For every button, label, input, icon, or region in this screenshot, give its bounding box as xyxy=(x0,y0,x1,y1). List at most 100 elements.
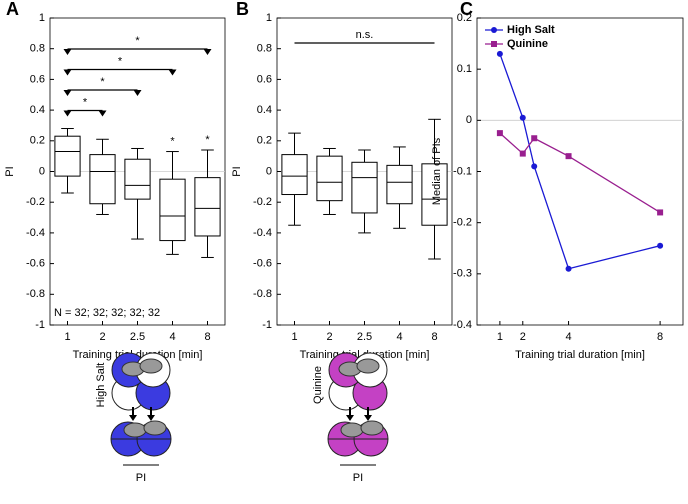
legend-label: High Salt xyxy=(507,24,555,36)
box xyxy=(281,154,308,196)
y-axis-label: PI xyxy=(4,166,16,176)
point xyxy=(657,209,664,216)
blob xyxy=(340,422,364,438)
point xyxy=(496,50,503,57)
y-tick-label: -0.6 xyxy=(253,258,272,270)
x-tick-label: 1 xyxy=(64,331,70,343)
x-tick-label: 4 xyxy=(396,331,402,343)
panel-letter: C xyxy=(460,0,473,19)
box xyxy=(124,158,151,200)
x-tick-label: 2 xyxy=(520,331,526,343)
y-tick-label: 0.8 xyxy=(30,43,45,55)
y-tick-label: -0.8 xyxy=(26,288,45,300)
sig-end xyxy=(63,49,72,55)
box xyxy=(194,177,221,237)
y-tick-label: 0 xyxy=(266,165,272,177)
y-tick-label: -0.2 xyxy=(453,217,472,229)
arrow-head xyxy=(129,415,137,421)
box xyxy=(421,163,448,226)
blob xyxy=(143,420,167,436)
x-tick-label: 8 xyxy=(204,331,210,343)
y-tick-label: 0.4 xyxy=(30,104,45,116)
sig-label: * xyxy=(135,35,140,47)
y-tick-label: 0.6 xyxy=(30,73,45,85)
y-tick-label: 1 xyxy=(266,12,272,24)
illustration-label: High Salt xyxy=(95,363,107,408)
point xyxy=(531,163,538,170)
sig-end xyxy=(168,69,177,76)
y-tick-label: -0.8 xyxy=(253,288,272,300)
point xyxy=(496,130,503,137)
box xyxy=(159,178,186,242)
y-tick-label: 0.8 xyxy=(257,43,272,55)
y-axis-label: PI xyxy=(231,166,243,176)
annotation: N = 32; 32; 32; 32; 32 xyxy=(54,307,160,319)
y-tick-label: -0.2 xyxy=(253,196,272,208)
y-tick-label: 0.2 xyxy=(457,12,472,24)
y-axis-label: Median of PIs xyxy=(431,137,443,205)
box-label: * xyxy=(205,134,210,146)
y-tick-label: -0.6 xyxy=(26,258,45,270)
y-tick-label: -0.4 xyxy=(253,227,272,239)
sig-end xyxy=(98,110,107,117)
y-tick-label: 0.2 xyxy=(30,135,45,147)
y-tick-label: 1 xyxy=(39,12,45,24)
box-label: * xyxy=(170,135,175,147)
x-tick-label: 1 xyxy=(497,331,503,343)
arrow-head xyxy=(364,415,372,421)
point xyxy=(519,114,526,121)
sig-label: n.s. xyxy=(356,29,374,41)
blob xyxy=(139,358,163,374)
series-line xyxy=(499,53,661,270)
sig-label: * xyxy=(118,55,123,67)
sig-end xyxy=(63,110,72,117)
x-tick-label: 8 xyxy=(657,331,663,343)
sig-end xyxy=(63,90,72,96)
blob xyxy=(356,358,380,374)
point xyxy=(565,153,572,160)
arrow-head xyxy=(147,415,155,421)
panel-letter: A xyxy=(6,0,19,19)
y-tick-label: -0.3 xyxy=(453,268,472,280)
x-tick-label: 8 xyxy=(431,331,437,343)
arrow-head xyxy=(346,415,354,421)
point xyxy=(519,150,526,157)
illustration xyxy=(327,352,389,466)
x-tick-label: 2 xyxy=(326,331,332,343)
illustration xyxy=(110,352,172,466)
y-tick-label: 0.4 xyxy=(257,104,272,116)
legend-label: Quinine xyxy=(507,38,548,50)
sig-label: * xyxy=(83,96,88,108)
sig-end xyxy=(63,69,72,76)
series-line xyxy=(499,132,661,213)
blob xyxy=(360,420,384,436)
sig-label: * xyxy=(100,76,105,88)
illustration-label: Quinine xyxy=(312,366,324,404)
y-tick-label: -0.4 xyxy=(26,227,45,239)
y-tick-label: -1 xyxy=(262,319,272,331)
point xyxy=(531,135,538,142)
sig-end xyxy=(203,49,212,55)
x-tick-label: 4 xyxy=(169,331,175,343)
y-tick-label: -0.1 xyxy=(453,165,472,177)
x-tick-label: 2.5 xyxy=(357,331,372,343)
x-axis-label: Training trial duration [min] xyxy=(515,349,645,361)
box xyxy=(386,164,413,205)
box xyxy=(316,155,343,202)
y-tick-label: -0.2 xyxy=(26,196,45,208)
illustration-caption: PI xyxy=(136,472,146,484)
x-tick-label: 2 xyxy=(99,331,105,343)
sig-end xyxy=(133,90,142,96)
x-tick-label: 2.5 xyxy=(130,331,145,343)
legend-marker xyxy=(491,41,497,47)
x-tick-label: 4 xyxy=(565,331,571,343)
box xyxy=(89,154,116,205)
point xyxy=(657,242,664,249)
y-tick-label: 0.1 xyxy=(457,63,472,75)
y-tick-label: 0.6 xyxy=(257,73,272,85)
plot-frame xyxy=(476,17,684,326)
y-tick-label: -0.4 xyxy=(453,319,472,331)
y-tick-label: 0.2 xyxy=(257,135,272,147)
legend-marker xyxy=(491,27,497,33)
